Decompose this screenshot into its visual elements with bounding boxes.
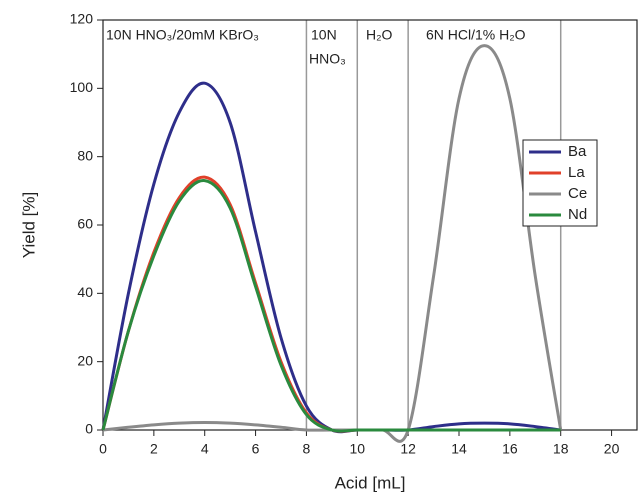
y-axis-title: Yield [%] — [19, 192, 38, 258]
x-tick-label: 14 — [451, 441, 467, 457]
legend-label: La — [568, 164, 585, 181]
y-tick-label: 80 — [77, 147, 93, 163]
x-tick-label: 4 — [201, 441, 209, 457]
x-tick-label: 6 — [252, 441, 260, 457]
x-tick-label: 18 — [553, 441, 569, 457]
legend-label: Ba — [568, 143, 587, 160]
x-tick-label: 0 — [99, 441, 107, 457]
series-line — [102, 44, 563, 443]
x-tick-label: 10 — [349, 441, 365, 457]
legend-box — [522, 139, 598, 227]
y-tick-label: 60 — [77, 216, 93, 232]
y-tick-label: 20 — [77, 352, 93, 368]
series-line — [101, 81, 561, 434]
x-tick-label: 2 — [150, 441, 158, 457]
x-tick-label: 8 — [303, 441, 311, 457]
y-tick-label: 100 — [70, 79, 94, 95]
legend-label: Ce — [568, 185, 587, 202]
y-tick-label: 120 — [70, 11, 94, 27]
x-tick-label: 12 — [400, 441, 416, 457]
x-axis-title: Acid [mL] — [335, 473, 406, 492]
annotation: 10N — [311, 27, 337, 43]
y-tick-label: 0 — [85, 421, 93, 437]
annotation: 10N HNO₃/20mM KBrO₃ — [106, 27, 259, 43]
y-tick-label: 40 — [77, 284, 93, 300]
annotation: HNO₃ — [309, 51, 346, 67]
legend-label: Nd — [568, 206, 587, 223]
x-tick-label: 20 — [604, 441, 620, 457]
x-tick-label: 16 — [502, 441, 518, 457]
annotation: H₂O — [366, 27, 393, 43]
series-line — [101, 179, 561, 433]
annotation: 6N HCl/1% H₂O — [426, 27, 526, 43]
